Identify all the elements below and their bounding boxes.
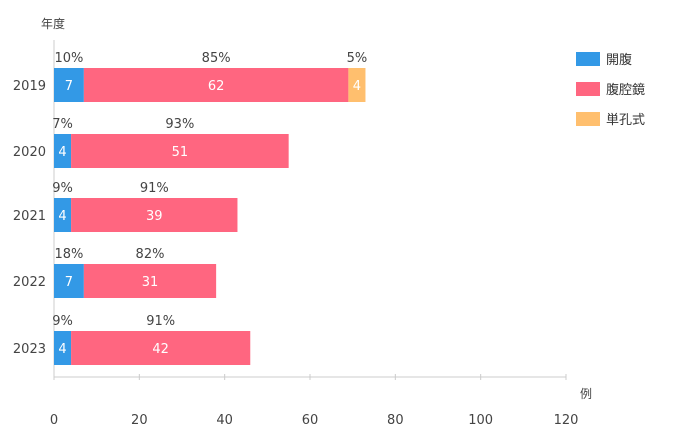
legend-label: 開腹 bbox=[606, 52, 632, 68]
axes: 0 20 40 60 80 100 120 年度例 2019 2020 2021 2022 2023 bbox=[13, 16, 592, 428]
bar-value-label: 4 bbox=[353, 79, 361, 94]
y-tick-label: 2023 bbox=[13, 342, 46, 357]
bar-percent-label: 9% bbox=[52, 314, 73, 329]
x-tick-label: 20 bbox=[131, 413, 148, 428]
bar-value-label: 7 bbox=[65, 79, 73, 94]
bar-value-label: 4 bbox=[58, 342, 66, 357]
bar-percent-label: 7% bbox=[52, 117, 73, 132]
bar-segment bbox=[54, 68, 84, 102]
bar-percent-label: 82% bbox=[136, 247, 165, 262]
bar-segment bbox=[348, 68, 366, 102]
bar-value-label: 42 bbox=[152, 342, 169, 357]
bar-percent-label: 91% bbox=[140, 181, 169, 196]
bar-percent-label: 5% bbox=[347, 51, 368, 66]
bar-segment bbox=[71, 134, 289, 168]
bar-segment bbox=[54, 198, 72, 232]
bar-segment bbox=[83, 68, 349, 102]
y-tick-label: 2019 bbox=[13, 79, 46, 94]
bar-value-label: 4 bbox=[58, 209, 66, 224]
y-tick-label: 2021 bbox=[13, 209, 46, 224]
bar-value-label: 31 bbox=[142, 275, 159, 290]
bar-percent-label: 10% bbox=[54, 51, 83, 66]
bar-segment bbox=[54, 264, 84, 298]
bar-value-label: 62 bbox=[208, 79, 225, 94]
bar-percent-label: 9% bbox=[52, 181, 73, 196]
bar-segment bbox=[71, 198, 238, 232]
y-tick-label: 2020 bbox=[13, 145, 46, 160]
legend-swatch bbox=[576, 82, 600, 96]
bar-segment bbox=[54, 331, 72, 365]
bar-segment bbox=[83, 264, 217, 298]
x-tick-label: 0 bbox=[50, 413, 58, 428]
x-tick-label: 60 bbox=[302, 413, 319, 428]
bar-percent-label: 93% bbox=[165, 117, 194, 132]
legend-label: 腹腔鏡 bbox=[606, 82, 645, 98]
bar-value-label: 7 bbox=[65, 275, 73, 290]
x-tick-label: 40 bbox=[216, 413, 233, 428]
bar-segment bbox=[71, 331, 251, 365]
bar-value-label: 4 bbox=[58, 145, 66, 160]
bar-segment bbox=[54, 134, 72, 168]
x-axis-title: 例 bbox=[580, 387, 592, 401]
bar-value-label: 39 bbox=[146, 209, 163, 224]
y-axis-title: 年度 bbox=[41, 16, 65, 31]
bar-value-label: 51 bbox=[172, 145, 189, 160]
legend-swatch bbox=[576, 112, 600, 126]
y-tick-label: 2022 bbox=[13, 275, 46, 290]
bar-percent-label: 91% bbox=[146, 314, 175, 329]
legend-label: 単孔式 bbox=[606, 112, 645, 128]
x-tick-label: 120 bbox=[554, 413, 579, 428]
bar-percent-label: 18% bbox=[54, 247, 83, 262]
legend-swatch bbox=[576, 52, 600, 66]
labels: 7 10% 62 85% 4 5% 4 7% 51 93% 4 9% 39 91% 7 18% 31 82% 4 9%… bbox=[52, 51, 367, 357]
bars bbox=[54, 68, 366, 365]
x-tick-label: 80 bbox=[387, 413, 404, 428]
bar-percent-label: 85% bbox=[202, 51, 231, 66]
x-tick-label: 100 bbox=[468, 413, 493, 428]
